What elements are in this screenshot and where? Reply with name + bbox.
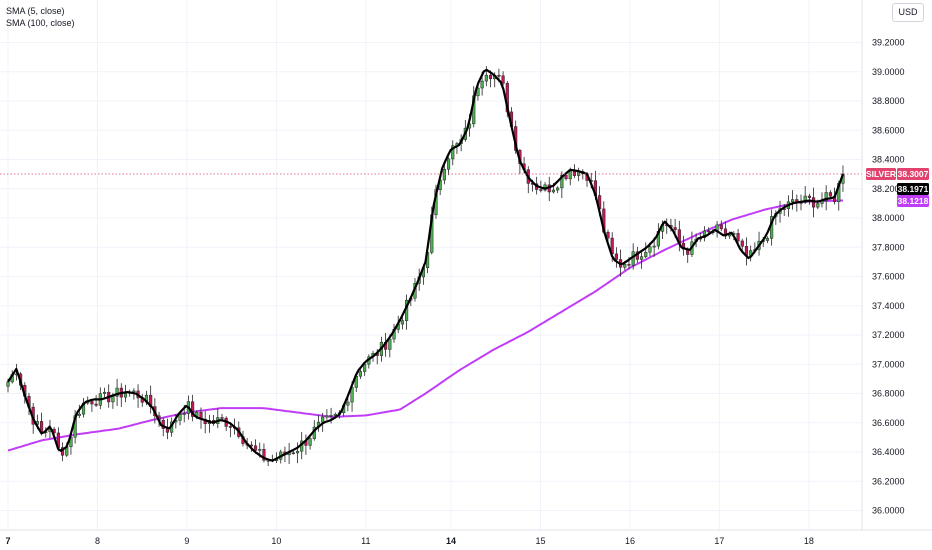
candle-down xyxy=(94,395,98,407)
sma-100-value-label: 38.1218 xyxy=(898,196,929,206)
candle-up xyxy=(446,157,451,176)
legend-sma-100[interactable]: SMA (100, close) xyxy=(6,18,75,28)
candle-up xyxy=(543,182,547,192)
time-tick-label: 14 xyxy=(446,536,456,546)
time-tick-label: 18 xyxy=(804,536,814,546)
sma-5-value-label: 38.1971 xyxy=(898,184,929,194)
candle-down xyxy=(807,193,811,205)
sma-5-line xyxy=(7,68,845,462)
price-tick-label: 38.0000 xyxy=(872,213,905,223)
candle-up xyxy=(308,437,312,450)
candle-up xyxy=(358,369,363,379)
candle-up xyxy=(115,378,119,407)
candle-up xyxy=(644,242,648,259)
candle-down xyxy=(90,398,94,412)
time-tick-label: 11 xyxy=(361,536,370,546)
candle-down xyxy=(203,411,207,434)
candle-up xyxy=(325,409,329,420)
candle-up xyxy=(216,408,220,429)
candle-down xyxy=(262,443,266,463)
legend-sma-5[interactable]: SMA (5, close) xyxy=(6,6,65,16)
candle-up xyxy=(765,236,770,244)
price-tick-label: 39.2000 xyxy=(872,38,905,48)
price-tick-label: 38.4000 xyxy=(872,155,905,165)
candlestick-series xyxy=(6,66,845,467)
time-tick-label: 15 xyxy=(535,536,545,546)
price-tick-label: 38.8000 xyxy=(872,96,905,106)
candle-down xyxy=(744,237,749,266)
symbol-tag-label: SILVER xyxy=(866,169,896,179)
candle-down xyxy=(60,442,65,462)
price-tick-label: 37.8000 xyxy=(872,242,905,252)
candle-down xyxy=(149,385,153,414)
time-tick-label: 10 xyxy=(271,536,281,546)
price-tick-label: 39.0000 xyxy=(872,67,905,77)
symbol-tag: SILVER xyxy=(866,168,896,180)
candle-up xyxy=(702,226,707,242)
price-tick-label: 36.8000 xyxy=(872,389,905,399)
candle-up xyxy=(577,167,581,182)
candle-up xyxy=(749,245,753,262)
price-tick-label: 37.0000 xyxy=(872,359,905,369)
time-tick-label: 8 xyxy=(95,536,100,546)
price-tick-label: 38.2000 xyxy=(872,184,905,194)
candle-up xyxy=(639,252,644,269)
price-tick-label: 37.2000 xyxy=(872,330,905,340)
candle-up xyxy=(455,142,459,155)
time-tick-label: 7 xyxy=(5,536,10,546)
price-tick-label: 37.4000 xyxy=(872,301,905,311)
grid-lines xyxy=(0,0,862,530)
last-price-tag: 38.3007 xyxy=(897,168,929,180)
sma-100-layer xyxy=(7,199,843,452)
sma-100-value-tag: 38.1218 xyxy=(897,195,929,207)
candle-down xyxy=(547,176,551,202)
candle-up xyxy=(316,415,321,432)
time-tick-label: 17 xyxy=(714,536,724,546)
last-price-label: 38.3007 xyxy=(898,169,929,179)
price-tick-label: 38.6000 xyxy=(872,125,905,135)
price-tick-label: 36.2000 xyxy=(872,476,905,486)
price-tick-label: 37.6000 xyxy=(872,272,905,282)
candle-up xyxy=(556,186,560,194)
price-axis[interactable]: 39.2000 39.0000 38.8000 38.6000 38.4000 38.20… xyxy=(872,38,905,516)
sma-5-value-tag: 38.1971 xyxy=(897,183,929,195)
candle-up xyxy=(451,140,455,166)
price-tick-label: 36.4000 xyxy=(872,447,905,457)
candle-down xyxy=(614,247,618,268)
price-tick-label: 36.0000 xyxy=(872,506,905,516)
candle-up xyxy=(102,387,107,398)
indicator-legend: SMA (5, close) SMA (100, close) xyxy=(6,5,75,29)
sma-100-line xyxy=(7,199,843,452)
sma-5-layer xyxy=(7,68,845,462)
time-tick-label: 16 xyxy=(625,536,635,546)
candle-up xyxy=(824,185,828,211)
candle-up xyxy=(367,354,371,369)
price-tick-label: 36.6000 xyxy=(872,418,905,428)
candle-up xyxy=(207,414,211,433)
candle-down xyxy=(191,394,195,422)
candle-down xyxy=(212,415,216,426)
candle-down xyxy=(723,221,728,240)
candle-down xyxy=(564,173,568,181)
candle-down xyxy=(719,220,723,232)
candle-up xyxy=(715,220,719,238)
candle-up xyxy=(405,294,409,330)
candle-down xyxy=(119,383,123,407)
candle-down xyxy=(224,416,228,431)
candle-up xyxy=(295,442,300,464)
time-tick-label: 9 xyxy=(184,536,189,546)
candle-down xyxy=(140,394,144,407)
candle-up xyxy=(81,398,86,418)
currency-button[interactable]: USD xyxy=(892,3,924,22)
candle-up xyxy=(791,190,795,210)
time-axis[interactable]: 7 8 9 10 11 14 15 16 17 18 xyxy=(5,536,813,546)
candle-down xyxy=(681,235,686,256)
